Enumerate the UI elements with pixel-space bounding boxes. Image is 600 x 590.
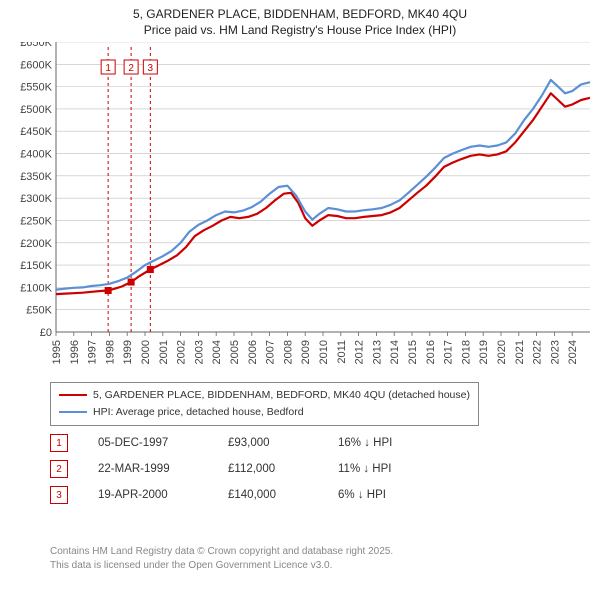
svg-text:1995: 1995 bbox=[51, 340, 63, 364]
sale-marker-icon: 1 bbox=[50, 434, 68, 452]
svg-text:2: 2 bbox=[128, 63, 134, 74]
svg-text:£350K: £350K bbox=[20, 171, 52, 183]
title-line2: Price paid vs. HM Land Registry's House … bbox=[144, 23, 456, 37]
svg-text:£600K: £600K bbox=[20, 59, 52, 71]
svg-text:£250K: £250K bbox=[20, 215, 52, 227]
svg-text:£500K: £500K bbox=[20, 104, 52, 116]
legend-label: HPI: Average price, detached house, Bedf… bbox=[93, 404, 304, 421]
svg-text:2012: 2012 bbox=[354, 340, 366, 364]
svg-text:£150K: £150K bbox=[20, 260, 52, 272]
svg-text:2022: 2022 bbox=[532, 340, 544, 364]
svg-text:3: 3 bbox=[148, 63, 154, 74]
svg-text:£400K: £400K bbox=[20, 149, 52, 161]
svg-text:£0: £0 bbox=[40, 327, 52, 339]
svg-text:£550K: £550K bbox=[20, 82, 52, 94]
sale-diff: 16% ↓ HPI bbox=[338, 437, 448, 449]
chart-svg: £0 £50K £100K £150K £200K £250K £300K £350K £400… bbox=[8, 42, 592, 380]
svg-text:1997: 1997 bbox=[87, 340, 99, 364]
svg-text:2018: 2018 bbox=[460, 340, 472, 364]
svg-text:2020: 2020 bbox=[496, 340, 508, 364]
sale-marker-icon: 3 bbox=[50, 486, 68, 504]
svg-text:2003: 2003 bbox=[193, 340, 205, 364]
svg-text:£650K: £650K bbox=[20, 42, 52, 49]
footer-attribution: Contains HM Land Registry data © Crown c… bbox=[50, 545, 393, 572]
sale-date: 22-MAR-1999 bbox=[98, 463, 228, 475]
chart-area: £0 £50K £100K £150K £200K £250K £300K £350K £400… bbox=[8, 42, 592, 380]
svg-text:2019: 2019 bbox=[478, 340, 490, 364]
svg-text:2002: 2002 bbox=[176, 340, 188, 364]
svg-text:£100K: £100K bbox=[20, 282, 52, 294]
svg-text:2015: 2015 bbox=[407, 340, 419, 364]
table-row: 2 22-MAR-1999£112,00011% ↓ HPI bbox=[50, 456, 448, 482]
svg-text:2013: 2013 bbox=[371, 340, 383, 364]
sale-date: 05-DEC-1997 bbox=[98, 437, 228, 449]
svg-text:2000: 2000 bbox=[140, 340, 152, 364]
svg-text:2011: 2011 bbox=[336, 340, 348, 364]
chart-title: 5, GARDENER PLACE, BIDDENHAM, BEDFORD, M… bbox=[0, 0, 600, 40]
svg-text:2009: 2009 bbox=[300, 340, 312, 364]
svg-text:2007: 2007 bbox=[265, 340, 277, 364]
table-row: 1 05-DEC-1997£93,00016% ↓ HPI bbox=[50, 430, 448, 456]
svg-text:1998: 1998 bbox=[104, 340, 116, 364]
svg-text:2023: 2023 bbox=[549, 340, 561, 364]
sale-price: £112,000 bbox=[228, 463, 338, 475]
svg-text:2017: 2017 bbox=[443, 340, 455, 364]
table-row: 3 19-APR-2000£140,0006% ↓ HPI bbox=[50, 482, 448, 508]
legend-item: 5, GARDENER PLACE, BIDDENHAM, BEDFORD, M… bbox=[59, 387, 470, 404]
svg-text:1996: 1996 bbox=[69, 340, 81, 364]
legend-label: 5, GARDENER PLACE, BIDDENHAM, BEDFORD, M… bbox=[93, 387, 470, 404]
sales-table: 1 05-DEC-1997£93,00016% ↓ HPI 2 22-MAR-1999… bbox=[50, 430, 448, 508]
svg-text:£450K: £450K bbox=[20, 126, 52, 138]
sale-marker-icon: 2 bbox=[50, 460, 68, 478]
svg-text:£50K: £50K bbox=[26, 305, 52, 317]
legend-swatch bbox=[59, 394, 87, 396]
legend-item: HPI: Average price, detached house, Bedf… bbox=[59, 404, 470, 421]
svg-text:2005: 2005 bbox=[229, 340, 241, 364]
svg-text:£300K: £300K bbox=[20, 193, 52, 205]
svg-text:1: 1 bbox=[105, 63, 111, 74]
title-line1: 5, GARDENER PLACE, BIDDENHAM, BEDFORD, M… bbox=[133, 7, 467, 21]
svg-text:1999: 1999 bbox=[122, 340, 134, 364]
sale-diff: 11% ↓ HPI bbox=[338, 463, 448, 475]
svg-text:2021: 2021 bbox=[514, 340, 526, 364]
svg-text:2014: 2014 bbox=[389, 340, 401, 364]
svg-text:2001: 2001 bbox=[158, 340, 170, 364]
svg-text:2008: 2008 bbox=[282, 340, 294, 364]
svg-text:2006: 2006 bbox=[247, 340, 259, 364]
svg-text:2016: 2016 bbox=[425, 340, 437, 364]
svg-text:2010: 2010 bbox=[318, 340, 330, 364]
sale-price: £140,000 bbox=[228, 489, 338, 501]
svg-text:£200K: £200K bbox=[20, 238, 52, 250]
footer-line2: This data is licensed under the Open Gov… bbox=[50, 560, 332, 571]
svg-text:2004: 2004 bbox=[211, 340, 223, 364]
svg-text:2024: 2024 bbox=[567, 340, 579, 364]
legend-swatch bbox=[59, 411, 87, 413]
sale-date: 19-APR-2000 bbox=[98, 489, 228, 501]
sale-diff: 6% ↓ HPI bbox=[338, 489, 448, 501]
footer-line1: Contains HM Land Registry data © Crown c… bbox=[50, 546, 393, 557]
legend: 5, GARDENER PLACE, BIDDENHAM, BEDFORD, M… bbox=[50, 382, 479, 426]
sale-price: £93,000 bbox=[228, 437, 338, 449]
